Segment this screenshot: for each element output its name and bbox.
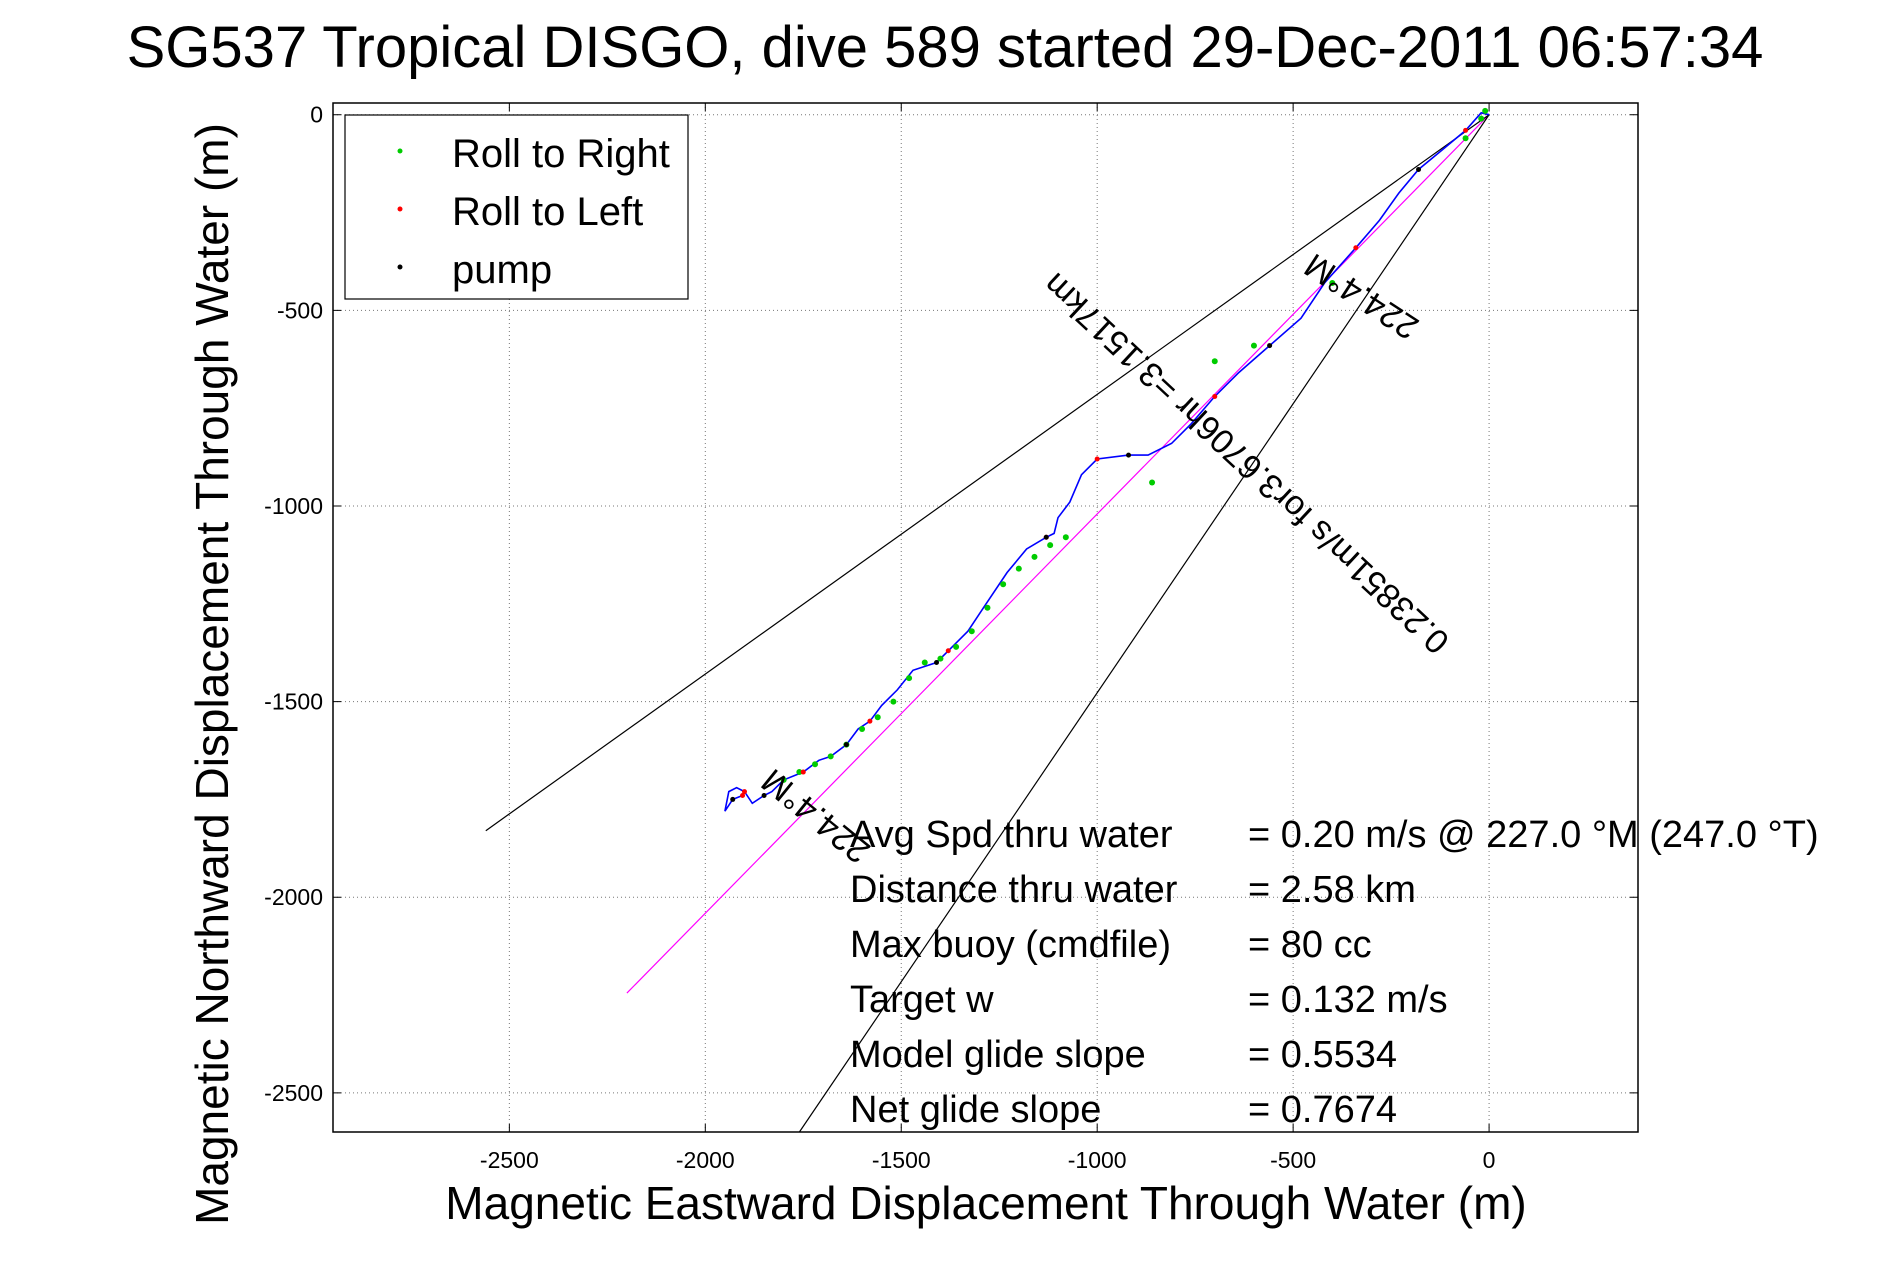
legend-entry-label: Roll to Right bbox=[452, 132, 670, 176]
roll-right-point bbox=[1062, 534, 1069, 541]
tick-labels: -2500 -2000 -1500 -1000 -500 0 0 -500 -1000 -1500… bbox=[264, 102, 1638, 1173]
roll-right-point bbox=[1000, 581, 1007, 588]
roll-right-point bbox=[968, 628, 975, 635]
roll-left-point bbox=[1353, 245, 1359, 251]
roll-right-point bbox=[796, 769, 803, 776]
x-tick-label: -1000 bbox=[1068, 1147, 1127, 1173]
legend: Roll to Right Roll to Left pump bbox=[344, 114, 689, 300]
roll-left-point bbox=[741, 789, 747, 795]
roll-right-point bbox=[906, 675, 913, 682]
stat-value: = 0.7674 bbox=[1248, 1089, 1397, 1131]
pump-point bbox=[1126, 452, 1132, 458]
y-tick-label: 0 bbox=[310, 102, 323, 128]
x-tick-label: -500 bbox=[1270, 1147, 1316, 1173]
legend-marker bbox=[397, 148, 403, 154]
x-tick-label: 0 bbox=[1483, 1147, 1496, 1173]
roll-right-point bbox=[1015, 565, 1022, 572]
stat-value: = 0.132 m/s bbox=[1248, 979, 1448, 1021]
pump-point bbox=[934, 659, 940, 665]
reference-lines bbox=[485, 114, 1490, 1133]
roll-left-point bbox=[1212, 393, 1218, 399]
y-tick-label: -1500 bbox=[264, 689, 323, 715]
x-tick-label: -1500 bbox=[872, 1147, 931, 1173]
roll-right-point bbox=[812, 761, 819, 768]
x-tick-label: -2000 bbox=[676, 1147, 735, 1173]
stat-label: Target w bbox=[850, 979, 994, 1021]
roll-left-point bbox=[945, 648, 951, 654]
roll-left-point bbox=[800, 769, 806, 775]
stat-label: Avg Spd thru water bbox=[850, 814, 1173, 856]
y-tick-label: -2500 bbox=[264, 1080, 323, 1106]
roll-right-point bbox=[1250, 342, 1257, 349]
roll-right-point bbox=[874, 714, 881, 721]
legend-marker bbox=[397, 206, 403, 212]
stat-value: = 0.5534 bbox=[1248, 1034, 1397, 1076]
legend-entry-label: Roll to Left bbox=[452, 190, 643, 234]
pump-point bbox=[761, 793, 767, 799]
stat-value: = 80 cc bbox=[1248, 924, 1372, 966]
stat-value: = 2.58 km bbox=[1248, 869, 1416, 911]
roll-right-point bbox=[1047, 542, 1054, 549]
chart-title: SG537 Tropical DISGO, dive 589 started 2… bbox=[127, 15, 1764, 80]
roll-right-point bbox=[984, 604, 991, 611]
roll-right-point bbox=[937, 655, 944, 662]
legend-box bbox=[344, 114, 689, 300]
stat-label: Net glide slope bbox=[850, 1089, 1101, 1131]
pump-point bbox=[1043, 534, 1049, 540]
y-tick-label: -1000 bbox=[264, 493, 323, 519]
roll-right-point bbox=[1478, 115, 1485, 122]
pump-point bbox=[1416, 167, 1422, 173]
pump-point bbox=[730, 796, 736, 802]
series-line-magenta-reference bbox=[626, 114, 1490, 994]
y-tick-label: -500 bbox=[277, 297, 323, 323]
statistics-panel: Avg Spd thru water = 0.20 m/s @ 227.0 °M … bbox=[850, 814, 1819, 1131]
roll-right-point bbox=[1482, 107, 1489, 114]
series-line-heading-line-lower bbox=[798, 114, 1490, 1133]
pump-point bbox=[1267, 343, 1273, 349]
roll-right-point bbox=[1031, 553, 1038, 560]
roll-right-point bbox=[921, 659, 928, 666]
stat-label: Max buoy (cmdfile) bbox=[850, 924, 1171, 966]
x-axis-label: Magnetic Eastward Displacement Through W… bbox=[445, 1177, 1526, 1229]
roll-right-point bbox=[1211, 358, 1218, 365]
roll-right-point bbox=[1462, 135, 1469, 142]
roll-right-point bbox=[859, 726, 866, 733]
data-series bbox=[724, 107, 1490, 812]
series-line-track bbox=[724, 111, 1490, 812]
plot-area-frame bbox=[332, 102, 1639, 1133]
roll-left-point bbox=[867, 718, 873, 724]
roll-right-point bbox=[1329, 279, 1336, 286]
roll-right-point bbox=[780, 776, 787, 783]
roll-right-point bbox=[953, 643, 960, 650]
pump-point bbox=[843, 742, 849, 748]
y-axis-label: Magnetic Northward Displacement Through … bbox=[186, 123, 238, 1225]
roll-right-point bbox=[827, 753, 834, 760]
stat-value: = 0.20 m/s @ 227.0 °M (247.0 °T) bbox=[1248, 814, 1819, 856]
roll-left-point bbox=[740, 793, 746, 799]
stat-label: Model glide slope bbox=[850, 1034, 1146, 1076]
stat-label: Distance thru water bbox=[850, 869, 1178, 911]
series-line-heading-line-upper bbox=[485, 114, 1490, 832]
roll-right-point bbox=[890, 698, 897, 705]
x-tick-label: -2500 bbox=[480, 1147, 539, 1173]
roll-left-point bbox=[1094, 456, 1100, 462]
roll-left-point bbox=[1463, 127, 1469, 133]
legend-marker bbox=[397, 264, 403, 270]
legend-entry-label: pump bbox=[452, 248, 552, 292]
y-tick-label: -2000 bbox=[264, 884, 323, 910]
roll-right-point bbox=[1149, 479, 1156, 486]
grid bbox=[333, 103, 1638, 1132]
